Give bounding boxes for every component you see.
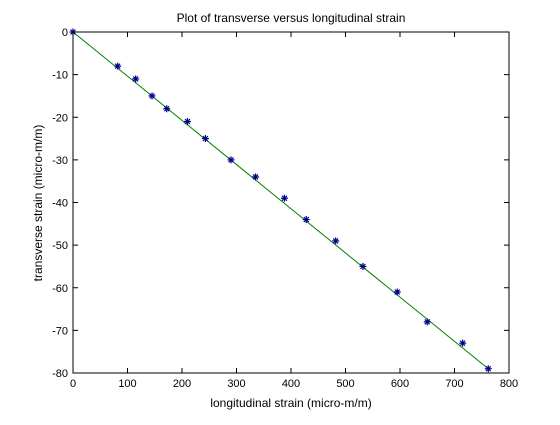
- data-point-13: [393, 288, 401, 296]
- data-point-12: [359, 262, 367, 270]
- data-point-8: [252, 173, 260, 181]
- data-point-3-stroke-3: [149, 93, 155, 99]
- x-tick-label-0: 0: [70, 378, 76, 390]
- y-tick-label-8: -80: [52, 368, 68, 380]
- data-point-7: [227, 156, 235, 164]
- fit-line: [72, 31, 489, 370]
- data-point-2: [132, 75, 140, 83]
- data-point-2-stroke-3: [132, 76, 139, 82]
- y-tick-label-1: -10: [52, 70, 68, 82]
- data-point-8-stroke-3: [252, 174, 259, 180]
- y-tick-label-3: -30: [52, 155, 68, 167]
- y-tick-label-6: -60: [52, 283, 68, 295]
- data-marks: [69, 28, 492, 373]
- data-point-11: [332, 237, 340, 245]
- data-point-10: [302, 216, 310, 224]
- axes-frame: [72, 31, 510, 374]
- data-point-12-stroke-3: [360, 263, 366, 270]
- x-tick-label-8: 800: [500, 378, 518, 390]
- data-point-4-stroke-3: [163, 105, 170, 112]
- x-tick-label-5: 500: [336, 378, 354, 390]
- data-point-15: [459, 339, 467, 347]
- data-point-9: [280, 194, 288, 202]
- y-tick-label-2: -20: [52, 112, 68, 124]
- x-tick-label-2: 200: [173, 378, 191, 390]
- axes-background: [73, 32, 509, 373]
- data-point-7-stroke-3: [228, 157, 234, 163]
- x-tick-label-6: 600: [391, 378, 409, 390]
- x-tick-label-7: 700: [445, 378, 463, 390]
- x-tick-label-1: 100: [118, 378, 136, 390]
- x-axis-label: longitudinal strain (micro-m/m): [210, 396, 371, 410]
- data-point-13-stroke-3: [394, 289, 401, 295]
- data-point-3: [148, 92, 156, 100]
- data-point-14: [423, 318, 431, 326]
- data-point-5: [183, 118, 191, 126]
- data-point-14-stroke-3: [424, 318, 431, 325]
- data-point-11-stroke-3: [332, 237, 339, 244]
- data-point-1-stroke-3: [114, 63, 121, 69]
- data-point-16: [484, 365, 492, 373]
- y-tick-label-5: -50: [52, 240, 68, 252]
- chart-title: Plot of transverse versus longitudinal s…: [177, 11, 406, 25]
- x-tick-label-4: 400: [282, 378, 300, 390]
- data-point-4: [163, 105, 171, 113]
- y-tick-label-4: -40: [52, 198, 68, 210]
- data-point-5-stroke-3: [184, 118, 191, 125]
- data-point-6-stroke-3: [202, 135, 209, 142]
- axis-ticks: 0 100 200 300 400 500 600 700 800 0 -10 -20 -30 -40 -5…: [52, 27, 518, 390]
- data-point-6: [201, 135, 209, 143]
- data-point-1: [114, 62, 122, 70]
- data-point-10-stroke-3: [303, 216, 310, 223]
- y-tick-label-7: -70: [52, 325, 68, 337]
- data-point-16-stroke-3: [485, 365, 492, 372]
- x-tick-label-3: 300: [227, 378, 245, 390]
- data-point-15-stroke-3: [459, 340, 466, 347]
- y-axis-label: transverse strain (micro-m/m): [31, 125, 45, 282]
- data-point-9-stroke-3: [281, 195, 288, 202]
- y-tick-label-0: 0: [62, 27, 68, 39]
